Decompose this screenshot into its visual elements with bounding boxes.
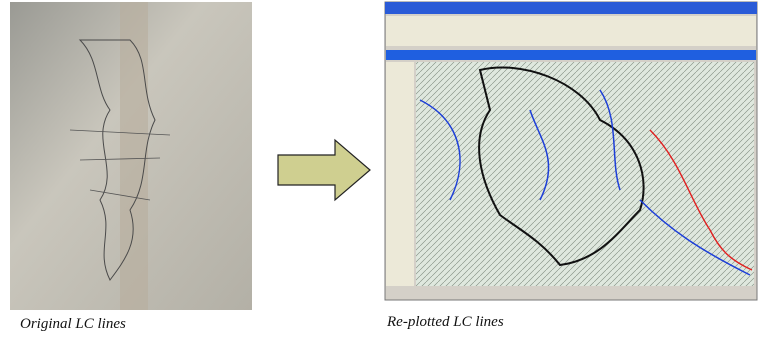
right-caption: Re-plotted LC lines [386, 314, 504, 330]
replotted-screenshot [385, 2, 757, 300]
figure: Original LC lines Re-plotted LC lines [0, 0, 762, 339]
arrow [278, 140, 370, 200]
left-caption: Original LC lines [20, 316, 126, 332]
original-photo [10, 2, 252, 310]
